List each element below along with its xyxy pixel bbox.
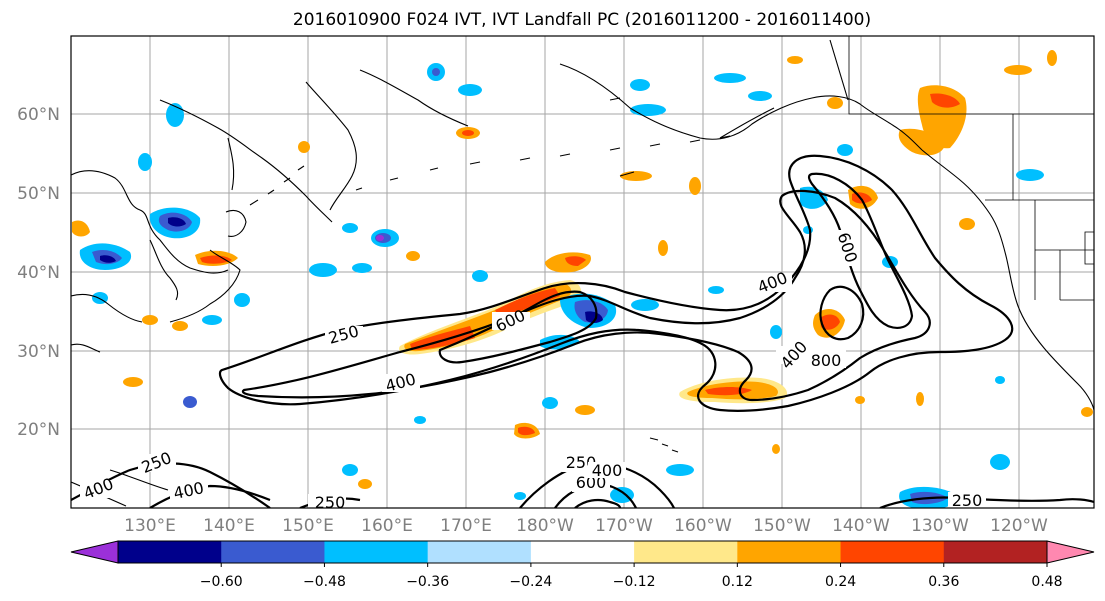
colorbar-tick-label: −0.60 (200, 574, 243, 590)
colorbar-segment (427, 541, 532, 563)
lon-label: 130°E (124, 516, 176, 536)
lon-label: 170°E (440, 516, 492, 536)
lon-label: 160°W (674, 516, 732, 536)
lon-label: 140°E (203, 516, 255, 536)
political-borders (848, 36, 1094, 301)
contour-label: 400 (592, 461, 623, 480)
colorbar-tick-label: 0.36 (928, 574, 959, 590)
lon-label: 150°W (753, 516, 811, 536)
colorbar-tick-label: 0.24 (825, 574, 856, 590)
lat-label: 40°N (17, 263, 60, 283)
colorbar-segment (634, 541, 738, 563)
lat-label: 50°N (17, 184, 60, 204)
colorbar-segment (737, 541, 842, 563)
colorbar-segment (943, 541, 1048, 563)
contour-label: 250 (952, 491, 983, 510)
lat-label: 20°N (17, 420, 60, 440)
colorbar-extend-min (70, 540, 119, 564)
contour-label: 250 (315, 493, 346, 512)
colorbar-tick-label: −0.12 (613, 574, 656, 590)
lat-label: 30°N (17, 342, 60, 362)
graticule (71, 36, 1094, 508)
colorbar-extend-max (1046, 540, 1095, 564)
lon-label: 180°W (516, 516, 574, 536)
contour-label: 800 (811, 351, 842, 370)
map-title: 2016010900 F024 IVT, IVT Landfall PC (20… (293, 10, 871, 30)
latitude-labels: 60°N 50°N 40°N 30°N 20°N (17, 105, 60, 440)
colorbar: −0.60 −0.48 −0.36 −0.24 −0.12 0.12 0.24 0.36 0.4… (70, 540, 1095, 590)
colorbar-segment (324, 541, 429, 563)
colorbar-segment (530, 541, 635, 563)
colorbar-tick-label: −0.48 (303, 574, 346, 590)
lon-label: 170°W (595, 516, 653, 536)
colorbar-frame (117, 540, 1048, 564)
lon-label: 130°W (911, 516, 969, 536)
lon-label: 150°E (282, 516, 334, 536)
colorbar-segment (840, 541, 945, 563)
colorbar-segment (118, 541, 222, 563)
coastlines (71, 39, 1094, 507)
lat-label: 60°N (17, 105, 60, 125)
map-frame (70, 35, 1095, 509)
lon-label: 140°W (832, 516, 890, 536)
lon-label: 120°W (990, 516, 1048, 536)
colorbar-tick-label: 0.48 (1031, 574, 1062, 590)
longitude-labels: 130°E 140°E 150°E 160°E 170°E 180°W 170°… (124, 516, 1048, 536)
colorbar-tick-label: −0.24 (509, 574, 552, 590)
map-content: 250 400 600 400 600 400 800 250 400 250 … (71, 36, 1094, 512)
colorbar-segment (221, 541, 325, 563)
colorbar-tick-label: −0.36 (406, 574, 449, 590)
lon-label: 160°E (361, 516, 413, 536)
colorbar-tick-label: 0.12 (722, 574, 753, 590)
